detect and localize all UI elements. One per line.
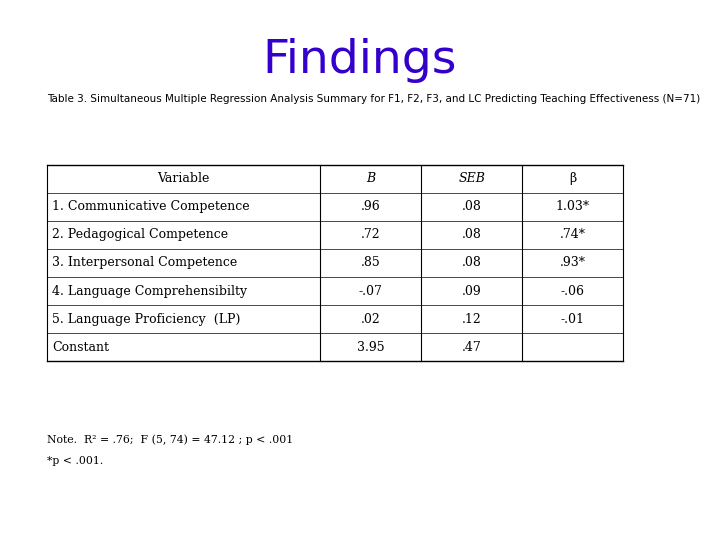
Text: 5. Language Proficiency  (LP): 5. Language Proficiency (LP) bbox=[52, 313, 240, 326]
Text: .74*: .74* bbox=[559, 228, 585, 241]
Text: .08: .08 bbox=[462, 200, 482, 213]
Text: Constant: Constant bbox=[52, 341, 109, 354]
Text: 3. Interpersonal Competence: 3. Interpersonal Competence bbox=[52, 256, 237, 269]
Text: .12: .12 bbox=[462, 313, 482, 326]
Text: Variable: Variable bbox=[158, 172, 210, 185]
Text: -.07: -.07 bbox=[359, 285, 383, 298]
Text: .93*: .93* bbox=[559, 256, 585, 269]
Text: β: β bbox=[569, 172, 576, 185]
Text: Note.  R² = .76;  F (5, 74) = 47.12 ; p < .001: Note. R² = .76; F (5, 74) = 47.12 ; p < … bbox=[47, 435, 293, 446]
Text: .08: .08 bbox=[462, 228, 482, 241]
Text: Findings: Findings bbox=[263, 38, 457, 83]
Text: -.01: -.01 bbox=[560, 313, 585, 326]
Text: 4. Language Comprehensibilty: 4. Language Comprehensibilty bbox=[52, 285, 247, 298]
Text: .72: .72 bbox=[361, 228, 381, 241]
Text: .02: .02 bbox=[361, 313, 381, 326]
Text: 1. Communicative Competence: 1. Communicative Competence bbox=[52, 200, 249, 213]
Text: SEB: SEB bbox=[458, 172, 485, 185]
Text: 3.95: 3.95 bbox=[357, 341, 384, 354]
Text: .96: .96 bbox=[361, 200, 381, 213]
Text: .85: .85 bbox=[361, 256, 381, 269]
Text: .47: .47 bbox=[462, 341, 482, 354]
Text: 1.03*: 1.03* bbox=[555, 200, 590, 213]
Text: 2. Pedagogical Competence: 2. Pedagogical Competence bbox=[52, 228, 228, 241]
Text: -.06: -.06 bbox=[560, 285, 585, 298]
Text: .09: .09 bbox=[462, 285, 482, 298]
Text: *p < .001.: *p < .001. bbox=[47, 456, 103, 467]
Text: Table 3. Simultaneous Multiple Regression Analysis Summary for F1, F2, F3, and L: Table 3. Simultaneous Multiple Regressio… bbox=[47, 94, 700, 105]
Text: .08: .08 bbox=[462, 256, 482, 269]
Text: B: B bbox=[366, 172, 375, 185]
